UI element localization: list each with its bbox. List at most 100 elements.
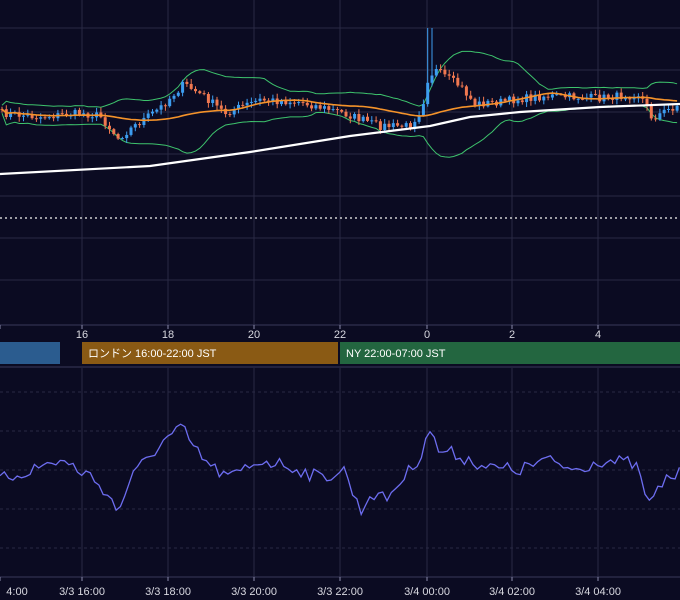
candle: [43, 117, 47, 119]
candle: [593, 93, 597, 95]
candle: [503, 98, 507, 102]
candle: [598, 94, 602, 102]
candle: [73, 109, 77, 116]
candle: [353, 113, 357, 119]
x-tick-label: 22: [334, 329, 346, 341]
candle: [555, 94, 559, 96]
candle: [400, 125, 404, 127]
candle: [533, 94, 537, 101]
candle: [224, 108, 228, 115]
candle: [611, 98, 615, 100]
candle: [237, 104, 240, 110]
candle: [550, 94, 554, 98]
candle: [473, 98, 477, 106]
candle: [542, 96, 546, 101]
candle: [215, 99, 219, 106]
candle: [77, 109, 81, 115]
oscillator-line: [0, 423, 680, 517]
candle: [606, 94, 610, 99]
candle: [271, 98, 275, 102]
candle: [464, 86, 468, 96]
candle: [159, 105, 163, 110]
candle: [649, 105, 653, 119]
candle: [305, 102, 309, 106]
candle: [344, 111, 348, 117]
candle: [378, 121, 382, 130]
candle: [245, 102, 249, 106]
candle: [202, 93, 206, 95]
candle: [452, 75, 455, 78]
candle: [396, 123, 400, 126]
candle: [17, 112, 21, 117]
x-tick-label: 3/3 20:00: [231, 586, 277, 598]
candle: [254, 100, 258, 102]
session-block: [0, 342, 60, 364]
candle: [413, 121, 417, 129]
candle: [249, 101, 253, 103]
candle: [662, 109, 666, 114]
candle: [327, 106, 331, 110]
candlestick-panel: [0, 28, 680, 176]
candle: [211, 99, 215, 103]
candle: [232, 109, 236, 115]
candle: [654, 118, 658, 120]
bollinger-upper: [1, 50, 678, 108]
candle: [331, 109, 335, 111]
candle: [538, 94, 541, 101]
candle: [241, 104, 245, 106]
candle: [460, 85, 464, 87]
x-tick-label: 3/4 02:00: [489, 586, 535, 598]
x-tick-label: 3/3 18:00: [145, 586, 191, 598]
session-bar: ロンドン 16:00-22:00 JST NY 22:00-07:00 JST: [0, 342, 680, 364]
candle: [39, 117, 43, 119]
candle: [370, 120, 374, 122]
candle: [632, 98, 636, 100]
candle: [624, 98, 627, 100]
candle: [477, 101, 481, 106]
candle: [348, 116, 352, 119]
candle: [507, 96, 511, 102]
x-tick-label: 3/3 16:00: [59, 586, 105, 598]
x-tick-label: 16: [76, 329, 88, 341]
candle: [615, 92, 619, 100]
candle: [228, 114, 232, 116]
candle: [340, 109, 344, 112]
candle: [318, 105, 322, 109]
x-axis-bottom: 4:00 3/3 16:00 3/3 18:00 3/3 20:00 3/3 22:00…: [0, 577, 621, 598]
candle: [417, 115, 421, 122]
candle: [409, 123, 412, 129]
session-label: ロンドン 16:00-22:00 JST: [88, 348, 217, 360]
candle: [155, 109, 159, 112]
candle: [30, 114, 34, 119]
candle: [301, 102, 305, 104]
x-tick-label: 0: [424, 329, 430, 341]
candle: [482, 101, 486, 107]
candle: [176, 92, 180, 96]
candle: [520, 100, 524, 103]
candle: [667, 108, 670, 110]
candle: [198, 91, 202, 94]
x-tick-label: 4:00: [6, 586, 27, 598]
candle: [168, 98, 172, 107]
candle: [112, 129, 116, 135]
candle: [129, 127, 133, 135]
candle: [314, 105, 318, 109]
session-block: [340, 342, 680, 364]
candle: [430, 75, 434, 83]
candle: [516, 100, 520, 104]
session-label: NY 22:00-07:00 JST: [346, 348, 446, 360]
candle: [361, 116, 365, 122]
candle: [671, 108, 675, 111]
ma-long-line: [0, 102, 680, 176]
candle: [297, 102, 301, 104]
candle: [366, 116, 369, 121]
candle: [142, 117, 146, 125]
candle: [146, 113, 150, 118]
candle: [576, 98, 580, 100]
x-tick-label: 4: [595, 329, 601, 341]
candle: [645, 98, 649, 106]
candle: [443, 69, 447, 75]
candle: [108, 125, 111, 130]
candle: [82, 113, 86, 115]
candle: [26, 114, 30, 116]
